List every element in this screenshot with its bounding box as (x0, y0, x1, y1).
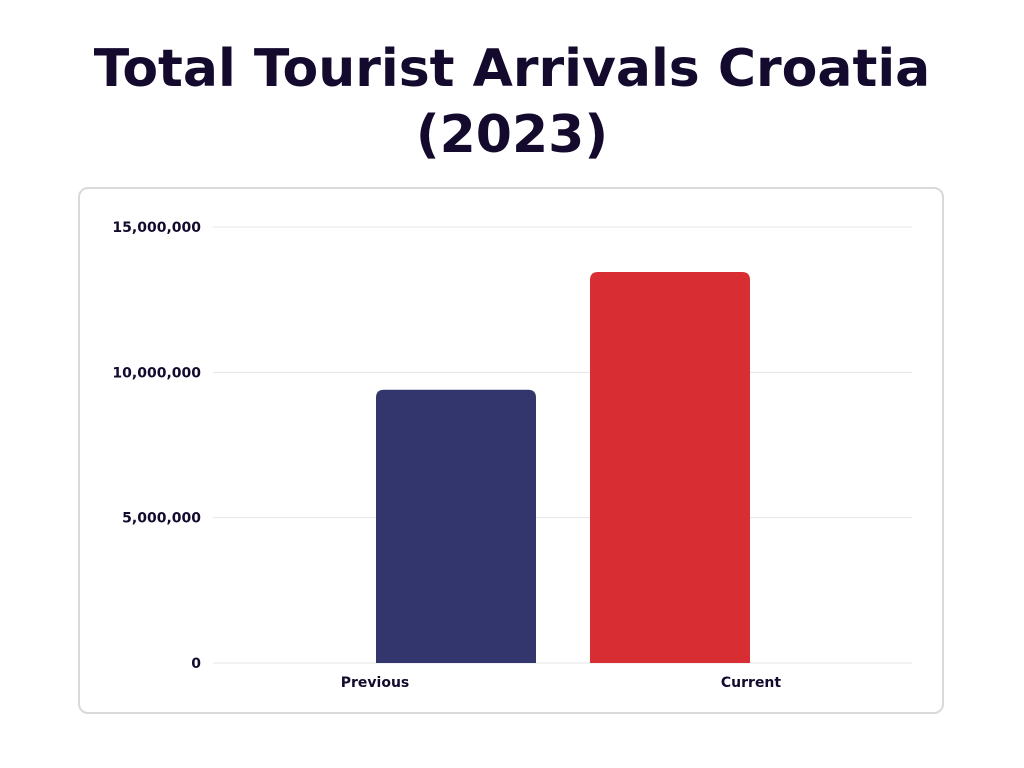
x-tick-label-previous: Previous (341, 675, 410, 691)
bars (376, 272, 750, 663)
bar-current (590, 272, 750, 663)
y-tick-label: 15,000,000 (112, 220, 201, 236)
x-axis-ticks: Previous Current (341, 675, 782, 691)
chart-title: Total Tourist Arrivals Croatia (2023) (0, 36, 1024, 168)
chart-title-line-2: (2023) (415, 105, 609, 165)
x-tick-label-current: Current (721, 675, 782, 691)
gridlines (213, 226, 912, 664)
y-tick-label: 5,000,000 (122, 511, 201, 527)
y-axis-ticks: 0 5,000,000 10,000,000 15,000,000 (112, 220, 201, 672)
chart-title-line-1: Total Tourist Arrivals Croatia (93, 39, 931, 99)
y-tick-label: 10,000,000 (112, 365, 201, 381)
y-tick-label: 0 (191, 656, 201, 672)
bar-previous (376, 389, 536, 663)
